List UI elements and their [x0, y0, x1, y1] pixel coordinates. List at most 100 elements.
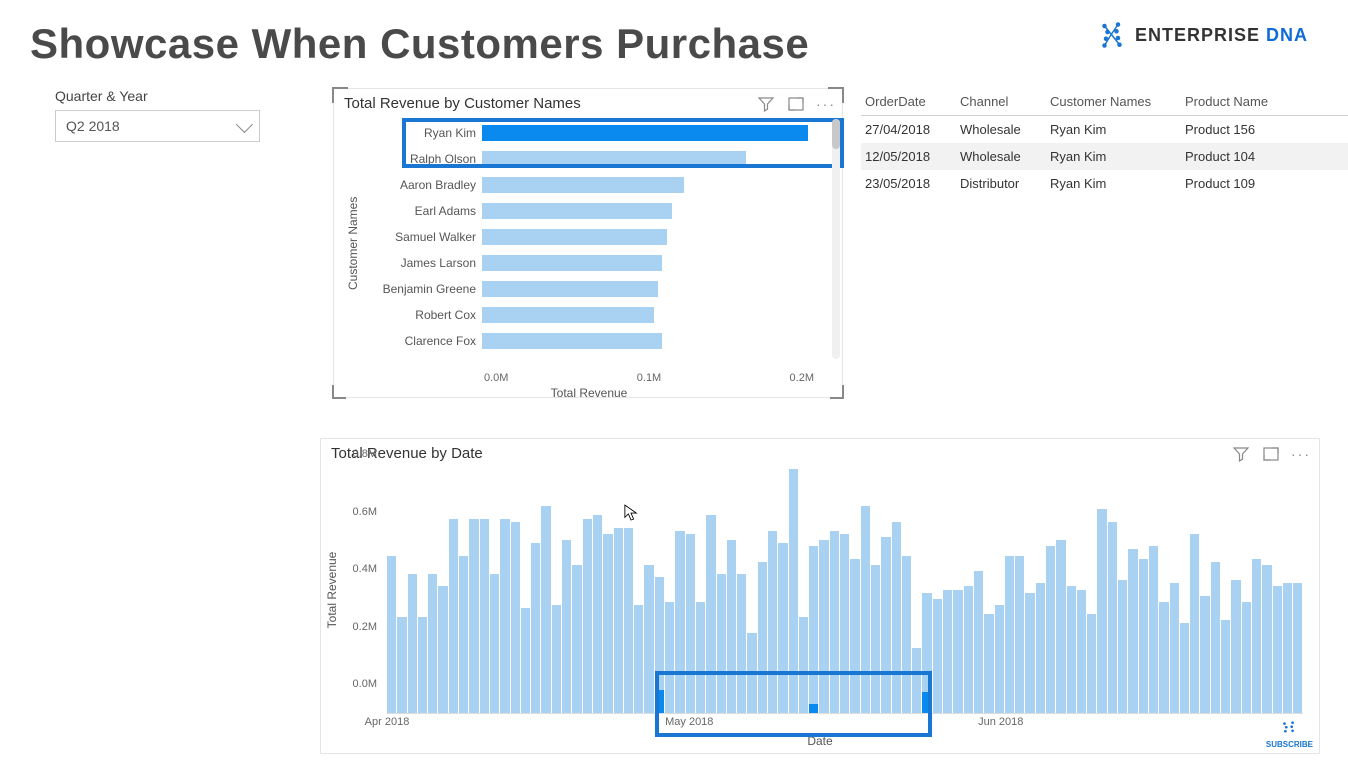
date-bar[interactable] — [541, 466, 550, 713]
date-bar[interactable] — [397, 466, 406, 713]
date-bar[interactable] — [665, 466, 674, 713]
date-bar[interactable] — [490, 466, 499, 713]
date-bar[interactable] — [747, 466, 756, 713]
table-column-header[interactable]: Customer Names — [1050, 94, 1185, 109]
date-bar[interactable] — [737, 466, 746, 713]
date-bar[interactable] — [1046, 466, 1055, 713]
date-bar[interactable] — [1242, 466, 1251, 713]
customer-bar-row[interactable]: Samuel Walker — [362, 226, 834, 248]
date-bar[interactable] — [469, 466, 478, 713]
date-bar[interactable] — [583, 466, 592, 713]
date-bar[interactable] — [614, 466, 623, 713]
date-bar[interactable] — [562, 466, 571, 713]
customer-bar-row[interactable]: Ryan Kim — [362, 122, 834, 144]
date-bar[interactable] — [1128, 466, 1137, 713]
customer-bar-row[interactable]: Clarence Fox — [362, 330, 834, 352]
date-bar[interactable] — [572, 466, 581, 713]
date-bar[interactable] — [984, 466, 993, 713]
table-row[interactable]: 27/04/2018WholesaleRyan KimProduct 156 — [861, 116, 1348, 143]
date-bar[interactable] — [706, 466, 715, 713]
table-row[interactable]: 23/05/2018DistributorRyan KimProduct 109 — [861, 170, 1348, 197]
date-bar[interactable] — [655, 466, 664, 713]
date-bar[interactable] — [1221, 466, 1230, 713]
date-bar[interactable] — [1118, 466, 1127, 713]
date-bar[interactable] — [902, 466, 911, 713]
customer-scrollbar[interactable] — [832, 119, 840, 359]
slicer-dropdown[interactable]: Q2 2018 — [55, 110, 260, 142]
date-bar[interactable] — [500, 466, 509, 713]
date-bar[interactable] — [1180, 466, 1189, 713]
date-bar[interactable] — [552, 466, 561, 713]
date-bar[interactable] — [686, 466, 695, 713]
customer-bar-row[interactable]: James Larson — [362, 252, 834, 274]
date-bar[interactable] — [696, 466, 705, 713]
date-bar[interactable] — [778, 466, 787, 713]
more-options-icon[interactable]: ··· — [818, 96, 834, 112]
date-bar[interactable] — [438, 466, 447, 713]
date-bar[interactable] — [459, 466, 468, 713]
date-bar[interactable] — [964, 466, 973, 713]
date-bar[interactable] — [953, 466, 962, 713]
date-bar[interactable] — [593, 466, 602, 713]
date-bar[interactable] — [1087, 466, 1096, 713]
date-bar[interactable] — [861, 466, 870, 713]
more-options-icon[interactable]: ··· — [1293, 446, 1309, 462]
date-bar[interactable] — [1149, 466, 1158, 713]
date-bar[interactable] — [624, 466, 633, 713]
date-bar[interactable] — [871, 466, 880, 713]
customer-bar-row[interactable]: Robert Cox — [362, 304, 834, 326]
date-bar[interactable] — [1097, 466, 1106, 713]
date-bar[interactable] — [1252, 466, 1261, 713]
date-bar[interactable] — [1015, 466, 1024, 713]
date-bar[interactable] — [1283, 466, 1292, 713]
customer-bar-row[interactable]: Earl Adams — [362, 200, 834, 222]
date-bar[interactable] — [995, 466, 1004, 713]
date-bar[interactable] — [449, 466, 458, 713]
focus-mode-icon[interactable] — [1263, 446, 1279, 462]
filter-icon[interactable] — [1233, 446, 1249, 462]
customer-bar-row[interactable]: Ralph Olson — [362, 148, 834, 170]
date-bar[interactable] — [933, 466, 942, 713]
date-bar[interactable] — [1200, 466, 1209, 713]
date-bar[interactable] — [1108, 466, 1117, 713]
customer-revenue-visual[interactable]: Total Revenue by Customer Names ··· Cust… — [333, 88, 843, 398]
date-bar[interactable] — [799, 466, 808, 713]
date-bar[interactable] — [480, 466, 489, 713]
date-bar[interactable] — [840, 466, 849, 713]
date-bar[interactable] — [850, 466, 859, 713]
date-bar[interactable] — [892, 466, 901, 713]
date-bar[interactable] — [511, 466, 520, 713]
date-bar[interactable] — [758, 466, 767, 713]
date-bar[interactable] — [1159, 466, 1168, 713]
date-bar[interactable] — [717, 466, 726, 713]
date-bar[interactable] — [974, 466, 983, 713]
date-bar[interactable] — [634, 466, 643, 713]
date-bar[interactable] — [387, 466, 396, 713]
date-bar[interactable] — [943, 466, 952, 713]
date-bar[interactable] — [531, 466, 540, 713]
date-bar[interactable] — [428, 466, 437, 713]
date-bar[interactable] — [521, 466, 530, 713]
date-bar[interactable] — [1139, 466, 1148, 713]
table-column-header[interactable]: OrderDate — [865, 94, 960, 109]
subscribe-badge[interactable]: SUBSCRIBE — [1266, 720, 1313, 749]
customer-bar-row[interactable]: Aaron Bradley — [362, 174, 834, 196]
date-bar[interactable] — [1190, 466, 1199, 713]
date-bar[interactable] — [644, 466, 653, 713]
date-bar[interactable] — [830, 466, 839, 713]
customer-bar-row[interactable]: Benjamin Greene — [362, 278, 834, 300]
filter-icon[interactable] — [758, 96, 774, 112]
date-bar[interactable] — [418, 466, 427, 713]
date-bar[interactable] — [881, 466, 890, 713]
date-bar[interactable] — [1170, 466, 1179, 713]
date-bar[interactable] — [1262, 466, 1271, 713]
date-bar[interactable] — [922, 466, 931, 713]
date-bar[interactable] — [675, 466, 684, 713]
date-revenue-visual[interactable]: Total Revenue by Date ··· Total Revenue … — [320, 438, 1320, 754]
date-bar[interactable] — [1293, 466, 1302, 713]
focus-mode-icon[interactable] — [788, 96, 804, 112]
date-bar[interactable] — [789, 466, 798, 713]
date-bar[interactable] — [408, 466, 417, 713]
table-column-header[interactable]: Product Name — [1185, 94, 1335, 109]
date-bar[interactable] — [1056, 466, 1065, 713]
